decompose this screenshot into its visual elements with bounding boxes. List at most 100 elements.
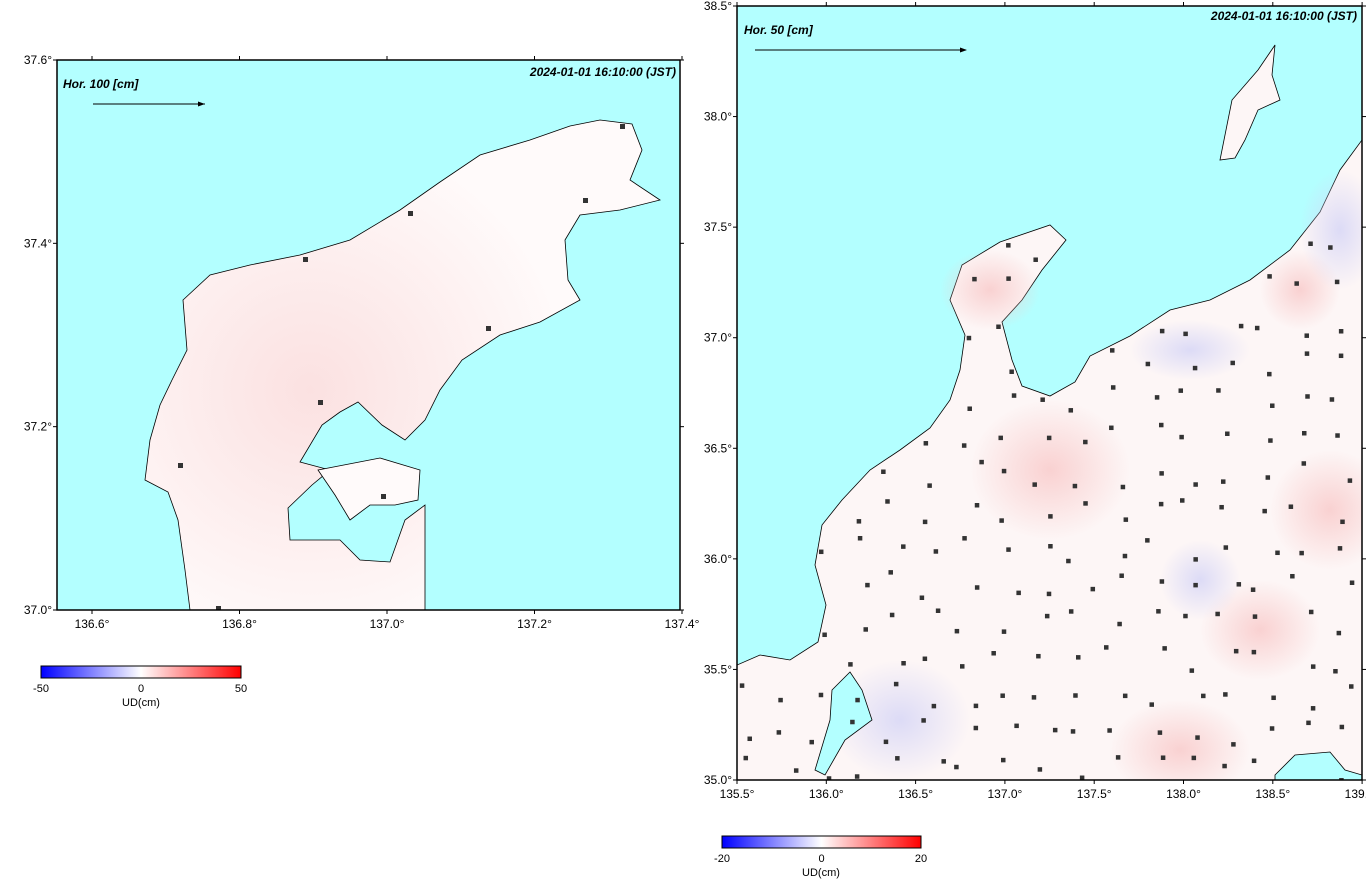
station: [1009, 369, 1014, 374]
station: [959, 664, 965, 669]
station: [895, 756, 900, 761]
frame: [56, 59, 681, 611]
station: [1328, 245, 1333, 250]
ud-field: [830, 170, 1362, 780]
colorbar: [721, 835, 922, 849]
station: [974, 585, 980, 590]
station: [1305, 394, 1310, 399]
station: [922, 656, 928, 662]
station: [1347, 478, 1353, 483]
colorbar-label: -20: [714, 853, 730, 865]
station: [991, 651, 996, 656]
station: [1302, 430, 1307, 436]
station: [1006, 547, 1011, 552]
station: [1090, 586, 1096, 592]
station: [1220, 479, 1226, 484]
station: [1006, 243, 1011, 248]
station: [1001, 468, 1007, 474]
station: [1336, 630, 1342, 636]
station: [1193, 482, 1198, 487]
station: [922, 519, 928, 525]
station: [1250, 587, 1256, 592]
station: [919, 595, 925, 600]
station: [972, 276, 977, 282]
station: [1251, 649, 1257, 655]
lon-label: 136.0°: [809, 787, 844, 801]
station: [822, 632, 827, 638]
station: [856, 519, 862, 524]
station: [848, 662, 853, 667]
station: [954, 628, 960, 634]
station: [1000, 693, 1005, 698]
map-right: Hor. 50 [cm] 2024-01-01 16:10:00 (JST) U…: [721, 5, 1363, 879]
station: [1270, 403, 1275, 408]
station: [1119, 573, 1124, 578]
lon-label: 137.2°: [517, 617, 552, 631]
station: [1016, 590, 1021, 596]
station: [1031, 695, 1037, 700]
station: [923, 441, 929, 446]
station: [1267, 371, 1272, 377]
lat-label: 37.5°: [704, 220, 732, 234]
scale-label: Hor. 100 [cm]: [63, 77, 139, 91]
lat-label: 37.0°: [704, 331, 732, 345]
lon-label: 137.0°: [987, 787, 1022, 801]
station: [778, 697, 783, 703]
station: [1032, 482, 1037, 487]
station: [1122, 693, 1128, 699]
station: [1046, 435, 1052, 441]
station: [998, 435, 1003, 441]
station: [1233, 648, 1239, 654]
station: [1178, 388, 1184, 393]
station: [1066, 558, 1071, 564]
lon-label: 137.0°: [370, 617, 405, 631]
stations: [178, 124, 625, 610]
station: [1339, 778, 1344, 780]
station: [1149, 702, 1154, 707]
station: [1117, 621, 1122, 627]
station: [1349, 580, 1355, 585]
lat-label: 36.0°: [704, 552, 732, 566]
station: [1033, 257, 1038, 262]
station: [1299, 550, 1304, 556]
station: [1308, 609, 1314, 615]
frame: [736, 5, 1363, 781]
station: [1238, 323, 1244, 329]
station: [1036, 653, 1041, 659]
station: [1338, 353, 1344, 359]
station: [888, 570, 893, 575]
station: [1001, 629, 1007, 634]
station: [1195, 735, 1200, 740]
station: [850, 719, 855, 725]
station: [1333, 668, 1338, 674]
station: [881, 469, 886, 474]
station: [855, 697, 860, 703]
station: [1262, 508, 1267, 514]
colorbar: [40, 665, 242, 679]
station: [1160, 755, 1166, 760]
station: [1296, 780, 1301, 785]
station: [1335, 433, 1340, 438]
station: [1180, 498, 1185, 503]
station: [1338, 329, 1344, 334]
lon-label: 138.5°: [1255, 787, 1290, 801]
station: [974, 503, 980, 508]
lat-label: 37.6°: [24, 53, 52, 67]
station: [901, 544, 906, 549]
station: [1222, 763, 1227, 769]
station: [1223, 545, 1229, 550]
station: [1183, 331, 1188, 337]
station: [854, 774, 860, 779]
colorbar-label: -50: [33, 683, 49, 695]
station: [857, 535, 863, 541]
station: [809, 739, 814, 745]
station: [1215, 611, 1220, 617]
station: [1271, 695, 1276, 701]
bay: [1274, 751, 1362, 780]
arrow-head: [198, 101, 205, 107]
station: [967, 406, 972, 411]
station: [1158, 501, 1164, 507]
station: [1267, 274, 1272, 279]
station: [1068, 609, 1074, 614]
station: [1145, 538, 1150, 543]
